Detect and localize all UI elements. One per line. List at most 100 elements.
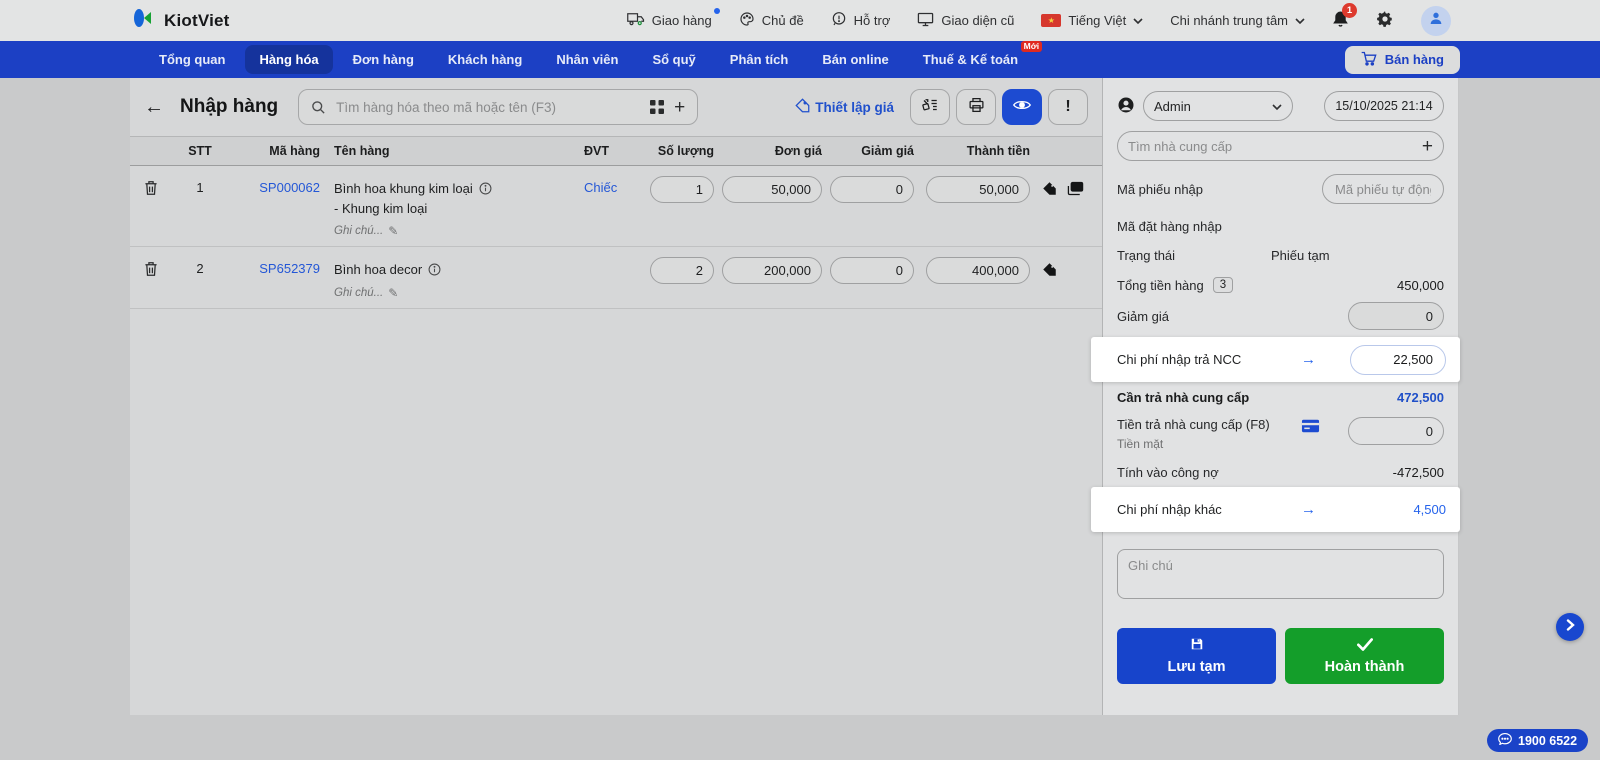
notifications-button[interactable]: 1 — [1332, 3, 1357, 31]
product-code-link[interactable]: SP000062 — [259, 180, 320, 195]
payable-row: Cần trả nhà cung cấp 472,500 — [1117, 390, 1444, 405]
info-icon[interactable] — [479, 182, 492, 195]
kiotviet-logo-icon — [130, 5, 156, 36]
payment-row: Tiền trả nhà cung cấp (F8) Tiền mặt — [1117, 417, 1444, 451]
nav-so-quy[interactable]: Sổ quỹ — [652, 52, 696, 67]
printer-icon — [968, 97, 985, 118]
order-discount-input[interactable] — [1348, 302, 1444, 330]
floppy-icon — [1190, 637, 1204, 655]
nav-khach-hang[interactable]: Khách hàng — [447, 52, 523, 67]
main-navigation: Tổng quan Hàng hóa Đơn hàng Khách hàng N… — [0, 41, 1600, 78]
print-button[interactable] — [956, 89, 996, 125]
nav-hang-hoa[interactable]: Hàng hóa — [245, 45, 333, 74]
hotline-button[interactable]: 1900 6522 — [1487, 729, 1589, 752]
topbar: KiotViet Giao hàng Chủ đề Hỗ trợ Giao di… — [0, 0, 1600, 41]
row-note[interactable]: Ghi chú... ✎ — [334, 285, 399, 300]
sell-button[interactable]: Bán hàng — [1344, 45, 1460, 74]
nav-phan-tich[interactable]: Phân tích — [729, 52, 789, 67]
receipt-code-input[interactable] — [1322, 174, 1444, 204]
nav-tong-quan[interactable]: Tổng quan — [159, 52, 226, 67]
topbar-item-support[interactable]: Hỗ trợ — [831, 11, 890, 30]
arrow-right-icon[interactable]: → — [1301, 501, 1316, 518]
language-selector[interactable]: ★ Tiếng Việt — [1041, 13, 1143, 28]
tag-icon[interactable] — [1042, 262, 1057, 277]
qty-input[interactable] — [650, 176, 714, 203]
arrow-right-icon[interactable]: → — [1301, 351, 1316, 368]
unit-link[interactable]: Chiếc — [584, 180, 618, 195]
batch-stack-icon[interactable] — [1067, 181, 1084, 196]
branch-selector[interactable]: Chi nhánh trung tâm — [1170, 13, 1305, 28]
datetime-field[interactable]: 15/10/2025 21:14 — [1324, 91, 1444, 121]
discount-row: Giảm giá — [1117, 302, 1444, 330]
pencil-icon: ✎ — [388, 224, 399, 239]
unit-price-input[interactable] — [722, 257, 822, 285]
delete-row-icon[interactable] — [144, 176, 176, 196]
complete-button[interactable]: Hoàn thành — [1285, 628, 1444, 684]
row-note[interactable]: Ghi chú... ✎ — [334, 224, 399, 239]
info-icon[interactable] — [428, 263, 441, 276]
panel-header: ← Nhập hàng + Thiết lập giá — [130, 78, 1102, 136]
chevron-down-icon — [1295, 13, 1305, 28]
barcode-scan-button[interactable] — [910, 89, 950, 125]
discount-input[interactable] — [830, 257, 914, 285]
nav-ban-online[interactable]: Bán online — [822, 52, 889, 67]
visibility-button[interactable] — [1002, 89, 1042, 125]
product-search-input[interactable] — [336, 99, 641, 115]
credit-card-icon[interactable] — [1301, 419, 1320, 436]
expand-panel-button[interactable] — [1556, 613, 1584, 641]
chevron-down-icon — [1272, 99, 1282, 114]
palette-icon — [739, 11, 755, 30]
line-total-input[interactable] — [926, 176, 1030, 203]
add-product-icon[interactable]: + — [674, 96, 686, 118]
new-badge: Mới — [1020, 41, 1043, 53]
supplier-fee-row-highlighted: Chi phí nhập trả NCC → — [1091, 337, 1460, 382]
user-select[interactable]: Admin — [1143, 91, 1293, 121]
topbar-menu: Giao hàng Chủ đề Hỗ trợ Giao diện cũ ★ T… — [626, 3, 1451, 36]
nav-don-hang[interactable]: Đơn hàng — [352, 52, 414, 67]
brand-logo[interactable]: KiotViet — [130, 5, 230, 36]
delivery-notification-dot — [713, 8, 720, 14]
back-arrow-icon[interactable]: ← — [144, 96, 164, 118]
grid-view-icon[interactable] — [650, 100, 665, 114]
row-stt: 2 — [196, 261, 204, 277]
eye-icon — [1012, 98, 1032, 117]
supplier-fee-input[interactable] — [1350, 344, 1446, 375]
delete-row-icon[interactable] — [144, 257, 176, 277]
topbar-item-theme[interactable]: Chủ đề — [739, 11, 804, 30]
settings-button[interactable] — [1376, 10, 1394, 31]
col-ten-hang: Tên hàng — [334, 144, 390, 158]
order-code-row: Mã đặt hàng nhập — [1117, 219, 1222, 234]
person-icon — [1428, 10, 1444, 31]
payment-input[interactable] — [1348, 417, 1444, 445]
order-summary-sidebar: Admin 15/10/2025 21:14 + Mã phiếu nhập M… — [1091, 78, 1460, 715]
order-note-textarea[interactable] — [1117, 549, 1444, 599]
debt-row: Tính vào công nợ -472,500 — [1117, 465, 1444, 480]
nav-nhan-vien[interactable]: Nhân viên — [556, 52, 619, 67]
purchase-order-panel: ← Nhập hàng + Thiết lập giá — [130, 78, 1102, 715]
supplier-search-input[interactable] — [1128, 138, 1422, 154]
discount-input[interactable] — [830, 176, 914, 203]
table-row: 2 SP652379 Bình hoa decor Ghi chú... ✎ — [130, 247, 1102, 309]
alert-button[interactable]: ! — [1048, 89, 1088, 125]
nav-thue-ke-toan[interactable]: Thuế & Kế toán Mới — [909, 41, 1043, 74]
supplier-search-row: + — [1117, 131, 1444, 161]
check-icon — [1356, 637, 1373, 655]
item-count-badge: 3 — [1212, 277, 1234, 293]
table-header: STT Mã hàng Tên hàng ĐVT Số lượng Đơn gi… — [130, 136, 1102, 166]
user-avatar[interactable] — [1421, 5, 1451, 36]
price-setup-link[interactable]: Thiết lập giá — [795, 98, 894, 116]
unit-price-input[interactable] — [722, 176, 822, 203]
line-total-input[interactable] — [926, 257, 1030, 285]
other-fee-row-highlighted: Chi phí nhập khác → 4,500 — [1091, 487, 1460, 532]
product-code-link[interactable]: SP652379 — [259, 261, 320, 277]
save-draft-button[interactable]: Lưu tạm — [1117, 628, 1276, 684]
qty-input[interactable] — [650, 257, 714, 285]
gear-icon — [1376, 10, 1394, 31]
add-supplier-icon[interactable]: + — [1421, 135, 1433, 157]
topbar-item-delivery[interactable]: Giao hàng — [626, 8, 720, 29]
subtotal-row: Tổng tiền hàng 3 450,000 — [1117, 277, 1444, 293]
topbar-item-old-ui[interactable]: Giao diện cũ — [917, 12, 1014, 30]
exclamation-icon: ! — [1065, 98, 1071, 115]
tag-icon[interactable] — [1042, 181, 1057, 196]
